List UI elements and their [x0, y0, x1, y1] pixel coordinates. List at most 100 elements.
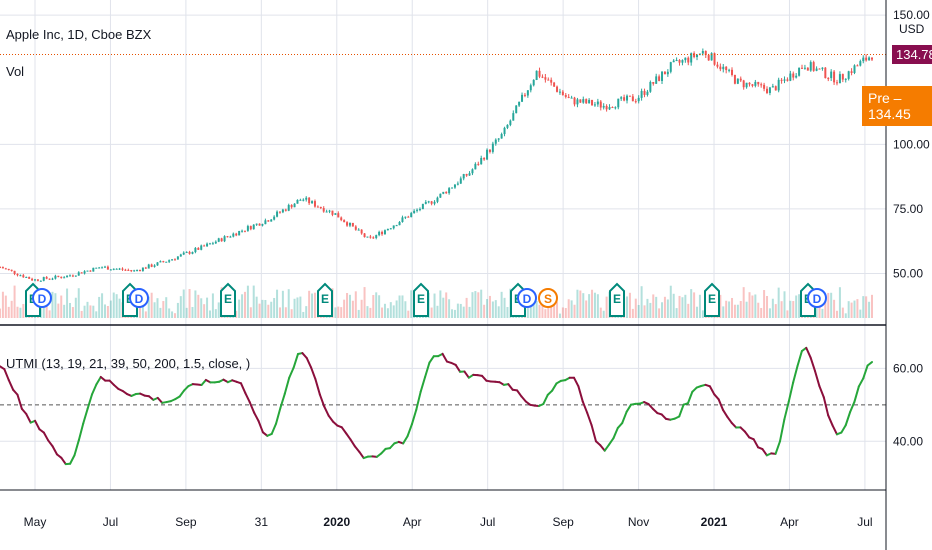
time-label[interactable]: 2020 [323, 515, 350, 529]
candle-body [150, 264, 153, 267]
volume-bar [334, 307, 337, 318]
candle-body [748, 82, 751, 85]
candle-body [162, 261, 165, 263]
utmi-segment [279, 392, 286, 409]
currency-label[interactable]: USD [897, 22, 927, 36]
indicator-tick-label[interactable]: 40.00 [893, 434, 923, 448]
event-E-icon[interactable]: E [704, 282, 720, 317]
volume-bar [372, 295, 375, 318]
volume-bar [768, 308, 771, 318]
volume-bar [591, 289, 594, 318]
volume-bar [687, 303, 690, 318]
event-D-icon[interactable]: D [517, 288, 537, 308]
event-E-icon[interactable]: E [413, 282, 429, 317]
event-E-icon[interactable]: E [220, 282, 236, 317]
event-markers[interactable]: EDEDEEEEDSEEED [25, 282, 827, 317]
utmi-segment [25, 413, 32, 424]
utmi-segment [726, 415, 733, 424]
volume-bar [494, 300, 497, 318]
utmi-segment [323, 405, 330, 417]
utmi-segment [12, 388, 19, 396]
candle-body [223, 236, 226, 242]
utmi-indicator-line[interactable] [0, 346, 873, 466]
volume-bar [862, 296, 865, 318]
volume-bar [561, 307, 564, 318]
candle-body [413, 210, 416, 214]
time-label[interactable]: Jul [857, 515, 872, 529]
time-axis-labels[interactable]: May Jul Sep 31 2020 Apr Jul Sep Nov 2021 Apr Jul [24, 515, 873, 529]
candle-body [54, 275, 57, 279]
utmi-segment [573, 376, 580, 388]
event-S-icon[interactable]: S [538, 288, 558, 308]
volume-bar [203, 304, 206, 318]
volume-label[interactable]: Vol [6, 64, 25, 79]
price-axis-ticks[interactable]: 150.00 100.00 75.00 50.00 [893, 8, 930, 280]
volume-bar [246, 285, 249, 318]
candle-body [334, 213, 337, 215]
utmi-segment [608, 437, 615, 446]
candle-body [643, 90, 646, 95]
candle-body [86, 270, 89, 272]
volume-bar [147, 296, 150, 318]
volume-bar [211, 293, 214, 318]
utmi-segment [406, 423, 413, 438]
candle-body [812, 62, 815, 71]
time-label[interactable]: Apr [780, 515, 799, 529]
utmi-segment [3, 368, 10, 382]
time-label[interactable]: Sep [175, 515, 197, 529]
volume-bar [754, 294, 757, 318]
price-tick-label[interactable]: 50.00 [893, 267, 923, 281]
event-D-icon[interactable]: D [32, 288, 52, 308]
candle-body [206, 243, 209, 247]
candle-body [115, 268, 118, 270]
event-E-icon[interactable]: E [317, 282, 333, 317]
candle-body [337, 213, 340, 218]
price-tick-label[interactable]: 150.00 [893, 8, 930, 22]
price-candles[interactable] [0, 48, 873, 282]
utmi-segment [178, 389, 186, 398]
candle-body [214, 241, 217, 244]
time-label[interactable]: May [24, 515, 47, 529]
candle-body [395, 225, 398, 227]
utmi-segment [419, 376, 427, 393]
time-label[interactable]: Jul [103, 515, 118, 529]
event-D-icon[interactable]: D [807, 288, 827, 308]
price-tick-label[interactable]: 100.00 [893, 137, 930, 151]
candle-body [798, 67, 801, 76]
utmi-segment [257, 419, 264, 434]
volume-bar [197, 294, 200, 318]
volume-bar [48, 310, 51, 318]
utmi-segment [156, 396, 164, 404]
time-label[interactable]: Apr [403, 515, 422, 529]
candle-body [153, 265, 156, 267]
candle-body [311, 201, 314, 204]
time-label[interactable]: 31 [255, 515, 269, 529]
candle-body [424, 202, 427, 204]
volume-bar [369, 307, 372, 318]
volume-bar [576, 289, 579, 318]
candle-body [719, 66, 722, 70]
time-label[interactable]: Nov [628, 515, 649, 529]
volume-bar [847, 301, 850, 318]
utmi-segment [318, 393, 326, 408]
indicator-axis-ticks[interactable]: 60.00 40.00 [893, 361, 923, 448]
candle-body [850, 71, 853, 73]
volume-bar [249, 307, 252, 318]
event-D-icon[interactable]: D [129, 288, 149, 308]
price-tick-label[interactable]: 75.00 [893, 202, 923, 216]
candle-body [713, 53, 716, 65]
symbol-title[interactable]: Apple Inc, 1D, Cboe BZX [6, 27, 152, 42]
candle-body [348, 222, 351, 226]
volume-bar [678, 295, 681, 318]
candle-body [1, 267, 4, 269]
candle-body [42, 277, 45, 281]
candle-body [558, 91, 561, 93]
indicator-tick-label[interactable]: 60.00 [893, 361, 923, 375]
time-label[interactable]: 2021 [701, 515, 728, 529]
indicator-label[interactable]: UTMI (13, 19, 21, 39, 50, 200, 1.5, clos… [6, 356, 251, 371]
event-E-icon[interactable]: E [609, 282, 625, 317]
time-label[interactable]: Sep [552, 515, 574, 529]
time-label[interactable]: Jul [480, 515, 495, 529]
candle-body [678, 59, 681, 63]
